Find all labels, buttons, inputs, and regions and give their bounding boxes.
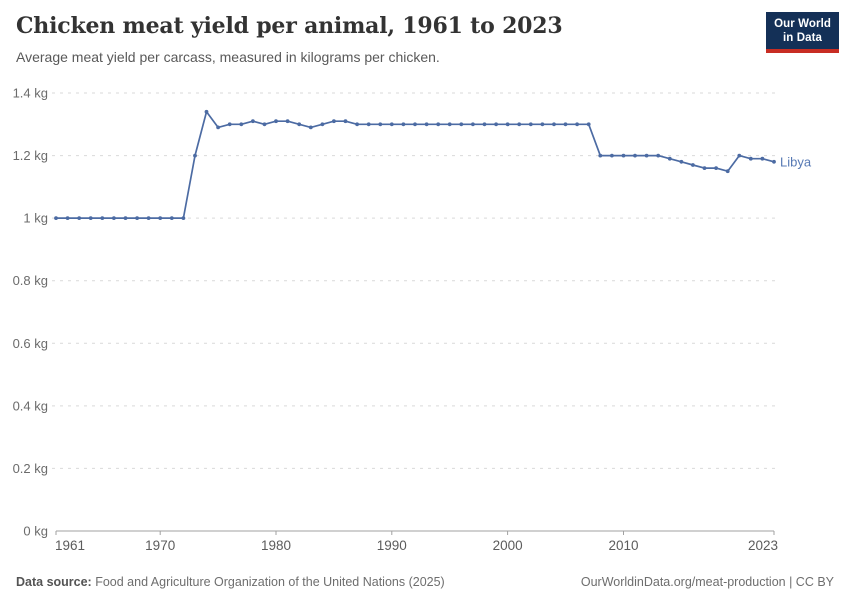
data-point[interactable] xyxy=(725,169,730,174)
data-point[interactable] xyxy=(320,122,325,127)
owid-logo-line1: Our World xyxy=(774,18,831,30)
y-axis-label: 0.8 kg xyxy=(13,273,48,288)
data-point[interactable] xyxy=(65,216,70,221)
data-point[interactable] xyxy=(702,166,707,171)
data-point[interactable] xyxy=(436,122,441,127)
data-point[interactable] xyxy=(679,159,684,164)
data-point[interactable] xyxy=(401,122,406,127)
data-source-label: Data source: xyxy=(16,575,92,589)
data-point[interactable] xyxy=(239,122,244,127)
data-point[interactable] xyxy=(424,122,429,127)
x-axis-label: 2000 xyxy=(493,538,523,553)
credit-link[interactable]: OurWorldinData.org/meat-production | CC … xyxy=(580,575,834,589)
x-axis-label: 1970 xyxy=(145,538,175,553)
data-point[interactable] xyxy=(447,122,452,127)
data-point[interactable] xyxy=(586,122,591,127)
data-point[interactable] xyxy=(748,156,753,161)
data-point[interactable] xyxy=(552,122,556,127)
data-point[interactable] xyxy=(54,216,58,221)
data-point[interactable] xyxy=(274,119,278,124)
chart-footer: Data source: Food and Agriculture Organi… xyxy=(16,575,834,589)
data-point[interactable] xyxy=(517,122,522,127)
data-point[interactable] xyxy=(505,122,510,127)
data-point[interactable] xyxy=(482,122,487,127)
data-point[interactable] xyxy=(633,153,637,158)
data-point[interactable] xyxy=(459,122,464,127)
y-axis-label: 0.4 kg xyxy=(13,398,48,413)
data-point[interactable] xyxy=(621,153,626,158)
data-point[interactable] xyxy=(77,216,82,221)
y-axis-label: 0.6 kg xyxy=(13,336,48,351)
data-point[interactable] xyxy=(251,119,255,124)
data-point[interactable] xyxy=(216,125,221,130)
data-point[interactable] xyxy=(135,216,140,221)
data-source: Data source: Food and Agriculture Organi… xyxy=(16,575,445,589)
data-point[interactable] xyxy=(389,122,394,127)
data-point[interactable] xyxy=(146,216,151,221)
chart-subtitle: Average meat yield per carcass, measured… xyxy=(16,49,440,66)
data-point[interactable] xyxy=(308,125,313,130)
data-point[interactable] xyxy=(366,122,371,127)
data-point[interactable] xyxy=(285,119,290,124)
data-point[interactable] xyxy=(204,109,209,114)
chart-header: Chicken meat yield per animal, 1961 to 2… xyxy=(16,13,750,67)
data-point[interactable] xyxy=(112,216,116,221)
line-libya[interactable] xyxy=(55,110,775,219)
data-point[interactable] xyxy=(193,153,197,158)
owid-logo-line2: in Data xyxy=(783,31,823,44)
data-point[interactable] xyxy=(355,122,359,127)
y-axis-label: 0.2 kg xyxy=(13,461,48,476)
data-point[interactable] xyxy=(575,122,579,127)
y-axis-label: 1.4 kg xyxy=(13,86,48,101)
data-point[interactable] xyxy=(343,119,348,124)
entity-label-libya[interactable]: Libya xyxy=(780,154,812,169)
data-point[interactable] xyxy=(88,216,93,221)
data-point[interactable] xyxy=(181,216,186,221)
data-point[interactable] xyxy=(656,153,661,158)
data-point[interactable] xyxy=(760,156,765,161)
data-point[interactable] xyxy=(714,166,718,171)
data-point[interactable] xyxy=(471,122,475,127)
data-point[interactable] xyxy=(610,153,614,158)
data-source-text: Food and Agriculture Organization of the… xyxy=(91,575,445,589)
data-point[interactable] xyxy=(332,119,336,124)
data-point[interactable] xyxy=(598,153,603,158)
x-axis-label: 1990 xyxy=(377,538,407,553)
y-axis-label: 0 kg xyxy=(23,524,48,539)
data-point[interactable] xyxy=(667,156,672,161)
x-axis-label: 1980 xyxy=(261,538,291,553)
x-axis-label: 2010 xyxy=(608,538,638,553)
data-point[interactable] xyxy=(413,122,417,127)
data-point[interactable] xyxy=(158,216,163,221)
y-axis-label: 1 kg xyxy=(23,211,48,226)
data-point[interactable] xyxy=(169,216,174,221)
data-point[interactable] xyxy=(691,163,695,167)
x-axis-label: 1961 xyxy=(55,538,85,553)
data-point[interactable] xyxy=(737,153,742,158)
owid-logo[interactable]: Our World in Data xyxy=(766,12,839,53)
data-point[interactable] xyxy=(378,122,383,127)
x-axis-label: 2023 xyxy=(748,538,778,553)
chart-title: Chicken meat yield per animal, 1961 to 2… xyxy=(16,13,563,39)
data-point[interactable] xyxy=(494,122,498,127)
data-point[interactable] xyxy=(262,122,267,127)
data-point[interactable] xyxy=(563,122,568,127)
data-point[interactable] xyxy=(540,122,545,127)
data-point[interactable] xyxy=(644,153,649,158)
data-point[interactable] xyxy=(123,216,128,221)
data-point[interactable] xyxy=(227,122,232,127)
data-point[interactable] xyxy=(297,122,302,127)
data-point[interactable] xyxy=(528,122,533,127)
y-axis-label: 1.2 kg xyxy=(13,148,48,163)
data-point[interactable] xyxy=(100,216,105,221)
data-point[interactable] xyxy=(772,159,776,164)
